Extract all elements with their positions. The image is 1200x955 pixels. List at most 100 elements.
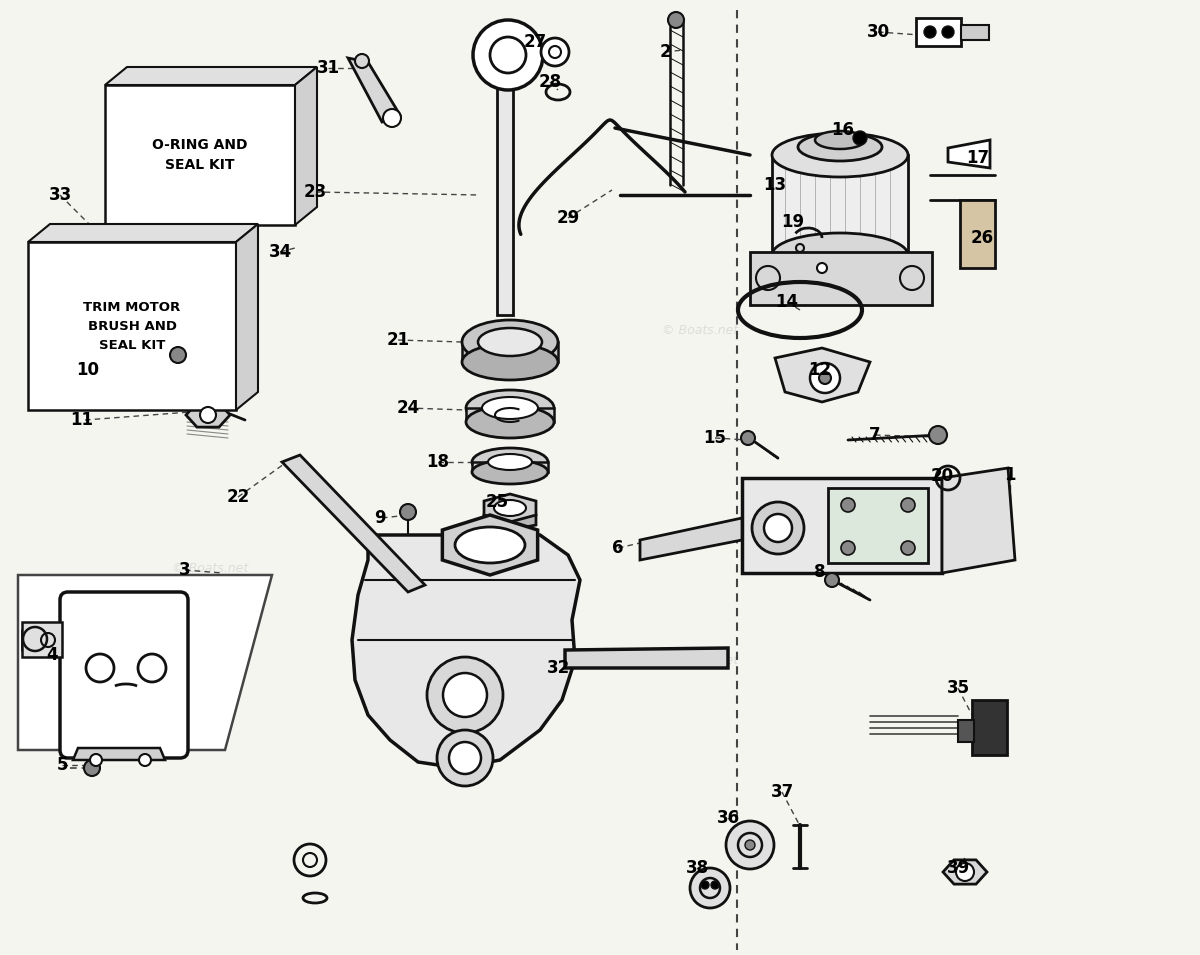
Text: 2: 2 <box>659 43 671 61</box>
Ellipse shape <box>482 397 538 419</box>
Circle shape <box>427 657 503 733</box>
Text: 21: 21 <box>386 331 409 349</box>
Circle shape <box>901 498 916 512</box>
Circle shape <box>818 372 830 384</box>
Polygon shape <box>750 252 932 305</box>
Text: 31: 31 <box>317 59 340 77</box>
Ellipse shape <box>772 233 908 277</box>
Circle shape <box>355 54 370 68</box>
Text: 20: 20 <box>930 467 954 485</box>
Circle shape <box>550 46 562 58</box>
Ellipse shape <box>472 448 548 476</box>
Text: 36: 36 <box>716 809 739 827</box>
Bar <box>958 720 974 742</box>
Text: 6: 6 <box>612 539 624 557</box>
Circle shape <box>383 109 401 127</box>
Text: 32: 32 <box>546 659 570 677</box>
Polygon shape <box>484 494 536 522</box>
Circle shape <box>817 263 827 273</box>
Polygon shape <box>282 455 425 592</box>
Circle shape <box>752 502 804 554</box>
Text: 1: 1 <box>1004 466 1015 484</box>
Circle shape <box>853 131 866 145</box>
Circle shape <box>710 881 719 889</box>
Text: 12: 12 <box>809 361 832 379</box>
Ellipse shape <box>772 133 908 177</box>
Text: 4: 4 <box>46 646 58 664</box>
Text: 9: 9 <box>374 509 386 527</box>
Ellipse shape <box>798 133 882 161</box>
Ellipse shape <box>462 344 558 380</box>
Text: 39: 39 <box>947 859 970 877</box>
Text: 33: 33 <box>48 186 72 204</box>
Ellipse shape <box>472 460 548 484</box>
Circle shape <box>90 754 102 766</box>
Text: 30: 30 <box>866 23 889 41</box>
Circle shape <box>929 426 947 444</box>
Text: TRIM MOTOR
BRUSH AND
SEAL KIT: TRIM MOTOR BRUSH AND SEAL KIT <box>83 301 181 351</box>
Polygon shape <box>565 648 728 668</box>
Ellipse shape <box>462 320 558 364</box>
Bar <box>22 622 62 657</box>
Circle shape <box>449 742 481 774</box>
Polygon shape <box>484 510 536 530</box>
Circle shape <box>726 821 774 869</box>
Text: 15: 15 <box>703 429 726 447</box>
Ellipse shape <box>466 390 554 426</box>
Polygon shape <box>106 67 317 85</box>
Bar <box>462 342 558 362</box>
Circle shape <box>924 26 936 38</box>
Polygon shape <box>352 535 580 768</box>
Polygon shape <box>73 748 166 760</box>
Circle shape <box>668 12 684 28</box>
Polygon shape <box>295 67 317 225</box>
Circle shape <box>742 431 755 445</box>
Text: 10: 10 <box>77 361 100 379</box>
Text: © Boats.net: © Boats.net <box>172 562 248 575</box>
Ellipse shape <box>478 328 542 356</box>
Bar <box>466 408 554 422</box>
Text: 11: 11 <box>71 411 94 429</box>
Text: 16: 16 <box>832 121 854 139</box>
Ellipse shape <box>815 131 865 149</box>
Circle shape <box>437 730 493 786</box>
Polygon shape <box>948 140 990 168</box>
Text: 23: 23 <box>304 183 326 201</box>
Text: © Boats.net: © Boats.net <box>462 562 538 575</box>
Ellipse shape <box>466 406 554 438</box>
Polygon shape <box>106 85 295 225</box>
Circle shape <box>200 407 216 423</box>
Ellipse shape <box>494 500 526 516</box>
Circle shape <box>810 363 840 393</box>
Circle shape <box>764 514 792 542</box>
Polygon shape <box>640 518 742 560</box>
Bar <box>972 700 1007 755</box>
Bar <box>916 18 961 46</box>
Bar <box>772 155 908 255</box>
Circle shape <box>443 673 487 717</box>
Circle shape <box>841 498 854 512</box>
Text: 26: 26 <box>971 229 994 247</box>
Bar <box>497 85 514 315</box>
Polygon shape <box>942 468 1015 573</box>
Polygon shape <box>28 224 258 242</box>
Text: 22: 22 <box>227 488 250 506</box>
Text: 38: 38 <box>685 859 708 877</box>
Text: 34: 34 <box>269 243 292 261</box>
Text: 18: 18 <box>426 453 450 471</box>
Circle shape <box>701 881 709 889</box>
Text: © Boats.net: © Boats.net <box>662 324 738 336</box>
Circle shape <box>826 573 839 587</box>
Polygon shape <box>186 403 230 427</box>
Circle shape <box>956 863 974 881</box>
Bar <box>742 478 942 573</box>
Ellipse shape <box>488 454 532 470</box>
Polygon shape <box>943 860 986 884</box>
Polygon shape <box>28 242 236 410</box>
Polygon shape <box>775 348 870 402</box>
Circle shape <box>473 20 542 90</box>
Circle shape <box>84 760 100 776</box>
Circle shape <box>942 26 954 38</box>
Bar <box>961 25 989 40</box>
Text: 35: 35 <box>947 679 970 697</box>
